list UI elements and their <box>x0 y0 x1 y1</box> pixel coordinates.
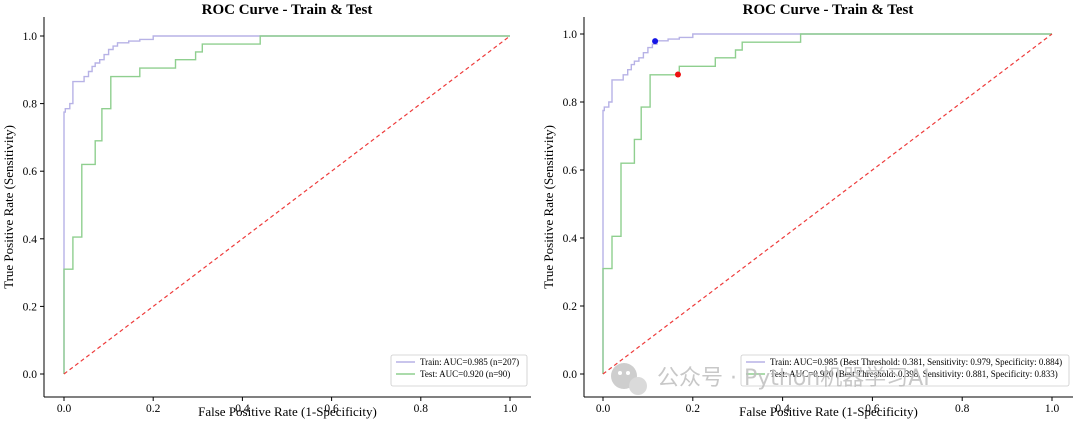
x-tick-label: 0.8 <box>414 403 429 415</box>
y-tick-label: 0.2 <box>23 301 38 313</box>
legend: Train: AUC=0.985 (Best Threshold: 0.381,… <box>740 354 1070 387</box>
x-tick-label: 0.2 <box>686 403 701 415</box>
legend-label: Test: AUC=0.920 (n=90) <box>420 369 510 379</box>
chart-title: ROC Curve - Train & Test <box>743 2 914 18</box>
x-tick-label: 0.0 <box>57 403 72 415</box>
y-tick-label: 0.8 <box>23 99 38 111</box>
x-tick-label: 0.6 <box>865 403 880 415</box>
test-roc-line <box>602 33 1052 374</box>
test-roc-line <box>63 35 510 374</box>
test-best-threshold-point <box>674 71 681 78</box>
x-tick-label: 0.4 <box>235 403 250 415</box>
y-tick-label: 0.6 <box>23 166 38 178</box>
reference-diagonal-line <box>602 33 1053 375</box>
x-axis-label: False Positive Rate (1-Specificity) <box>739 404 918 419</box>
legend-box <box>740 354 1070 387</box>
legend-label: Test: AUC=0.920 (Best Threshold: 0.398, … <box>770 369 1058 379</box>
legend-label: Train: AUC=0.985 (Best Threshold: 0.381,… <box>770 357 1062 367</box>
y-tick-label: 0.4 <box>23 234 38 246</box>
y-tick-label: 0.6 <box>563 165 578 177</box>
legend-box <box>390 354 528 387</box>
legend-label: Train: AUC=0.985 (n=207) <box>420 357 519 367</box>
y-tick-label: 0.0 <box>23 369 38 381</box>
reference-diagonal-line <box>63 35 511 375</box>
y-tick-label: 0.2 <box>563 301 578 313</box>
y-axis-label: True Positive Rate (Sensitivity) <box>541 125 556 289</box>
x-tick-label: 0.4 <box>775 403 790 415</box>
train-roc-line <box>602 33 1052 374</box>
wechat-icon <box>611 363 647 395</box>
roc-chart-right: ROC Curve - Train & Test 0.0 0.2 0.4 0.6 0.8 1… <box>541 2 1073 419</box>
x-tick-label: 1.0 <box>1045 403 1060 415</box>
y-axis-label: True Positive Rate (Sensitivity) <box>1 125 16 289</box>
train-best-threshold-point <box>652 38 659 45</box>
roc-chart-left: ROC Curve - Train & Test 0.0 0.2 0.4 0.6 0.8 1… <box>1 2 531 419</box>
x-tick-label: 0.8 <box>955 403 970 415</box>
y-tick-label: 0.8 <box>563 97 578 109</box>
x-tick-label: 1.0 <box>503 403 518 415</box>
chart-title: ROC Curve - Train & Test <box>202 2 373 18</box>
legend: Train: AUC=0.985 (n=207) Test: AUC=0.920 … <box>390 354 528 387</box>
y-tick-label: 0.4 <box>563 233 578 245</box>
x-axis-label: False Positive Rate (1-Specificity) <box>198 404 377 419</box>
x-tick-label: 0.2 <box>146 403 161 415</box>
train-roc-line <box>63 35 510 374</box>
x-tick-label: 0.6 <box>324 403 339 415</box>
x-tick-label: 0.0 <box>596 403 611 415</box>
y-tick-label: 1.0 <box>563 29 578 41</box>
y-tick-label: 0.0 <box>563 369 578 381</box>
watermark: 公众号 · Python机器学习AI <box>611 363 930 395</box>
y-tick-label: 1.0 <box>23 31 38 43</box>
watermark-text: 公众号 · Python机器学习AI <box>657 366 930 391</box>
